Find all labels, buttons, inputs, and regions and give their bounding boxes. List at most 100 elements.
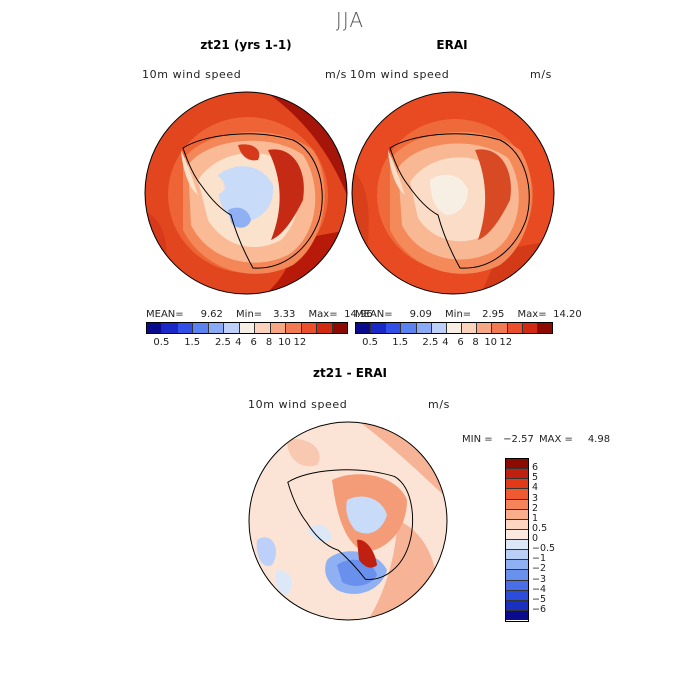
panel1-min-value: 3.33 xyxy=(273,309,296,320)
diff-colorbar-tick-label: 2 xyxy=(532,502,539,514)
colorbar-swatch xyxy=(536,323,553,333)
colorbar-tick-label: 10 xyxy=(278,337,291,348)
panel1-colorbar xyxy=(146,322,348,334)
diff-min-label: MIN = xyxy=(462,434,493,445)
diff-colorbar-tick-label: 1 xyxy=(532,512,539,524)
panel1-mean-label: MEAN= xyxy=(146,309,184,320)
diff-colorbar-tick-label: −5 xyxy=(532,593,547,605)
colorbar-swatch xyxy=(238,323,255,333)
diff-variable-label: 10m wind speed xyxy=(248,398,348,411)
diff-colorbar-tick-label: −0.5 xyxy=(532,543,556,555)
diff-colorbar-swatch xyxy=(506,559,528,570)
season-title: JJA xyxy=(335,8,365,32)
panel2-mean-label: MEAN= xyxy=(355,309,393,320)
diff-colorbar-swatch xyxy=(506,539,528,550)
panel2-variable-label: 10m wind speed xyxy=(350,68,450,81)
colorbar-swatch xyxy=(176,323,193,333)
diff-colorbar-swatch xyxy=(506,478,528,489)
colorbar-tick-label: 2.5 xyxy=(422,337,439,348)
colorbar-swatch xyxy=(415,323,431,333)
colorbar-tick-label: 4 xyxy=(442,337,449,348)
colorbar-swatch xyxy=(521,323,537,333)
diff-colorbar-swatch xyxy=(506,508,528,519)
diff-min-value: −2.57 xyxy=(503,434,534,445)
colorbar-swatch xyxy=(300,323,317,333)
diff-colorbar-swatch xyxy=(506,549,528,560)
colorbar-swatch xyxy=(385,323,401,333)
panel2-colorbar-ticks: 0.5 1.5 2.5 4 6 8 10 12 xyxy=(355,337,551,351)
colorbar-swatch xyxy=(147,323,162,333)
diff-colorbar-tick-label: 6 xyxy=(532,462,539,474)
colorbar-swatch xyxy=(476,323,492,333)
diff-max-label: MAX = xyxy=(539,434,573,445)
diff-colorbar-swatch xyxy=(506,599,528,610)
diff-map xyxy=(248,421,448,621)
diff-colorbar-tick-label: 0 xyxy=(532,533,539,544)
colorbar-swatch xyxy=(400,323,416,333)
diff-colorbar-tick-label: 5 xyxy=(532,472,539,484)
colorbar-swatch xyxy=(491,323,507,333)
panel2-min-value: 2.95 xyxy=(482,309,505,320)
colorbar-swatch xyxy=(223,323,239,333)
colorbar-swatch xyxy=(356,323,371,333)
panel1-units-label: m/s xyxy=(325,68,347,81)
diff-colorbar-tick-label: −6 xyxy=(532,603,547,615)
diff-colorbar-ticks: 6 5 4 3 2 1 0.5 0 −0.5 −1 −2 −3 −4 −5 −6 xyxy=(532,458,572,620)
diff-colorbar-swatch xyxy=(506,459,528,469)
panel1-max-value: 14.96 xyxy=(344,309,373,320)
colorbar-tick-label: 6 xyxy=(457,337,464,348)
diff-colorbar-swatch xyxy=(506,488,528,499)
colorbar-tick-label: 1.5 xyxy=(392,337,409,348)
diff-colorbar-tick-label: 0.5 xyxy=(532,522,548,534)
colorbar-tick-label: 4 xyxy=(235,337,242,348)
colorbar-tick-label: 1.5 xyxy=(184,337,201,348)
diff-colorbar-swatch xyxy=(506,569,528,580)
diff-colorbar-tick-label: −2 xyxy=(532,563,547,575)
colorbar-swatch xyxy=(269,323,286,333)
colorbar-swatch xyxy=(161,323,177,333)
diff-units-label: m/s xyxy=(428,398,450,411)
panel2-min-label: Min= xyxy=(445,309,472,320)
colorbar-swatch xyxy=(430,323,446,333)
colorbar-tick-label: 12 xyxy=(499,337,513,348)
diff-colorbar-swatch xyxy=(506,579,528,590)
colorbar-swatch xyxy=(370,323,386,333)
diff-colorbar-swatch xyxy=(506,589,528,600)
diff-max-value: 4.98 xyxy=(587,434,611,445)
panel1-max-label: Max= xyxy=(308,309,338,320)
panel2-mean-value: 9.09 xyxy=(409,309,432,320)
diff-colorbar-tick-label: 3 xyxy=(532,492,539,504)
panel2-colorbar xyxy=(355,322,553,334)
colorbar-swatch xyxy=(207,323,224,333)
diff-colorbar-swatch xyxy=(506,498,528,509)
colorbar-swatch xyxy=(331,323,348,333)
colorbar-swatch xyxy=(461,323,477,333)
colorbar-tick-label: 8 xyxy=(265,337,273,348)
colorbar-swatch xyxy=(192,323,208,333)
panel1-variable-label: 10m wind speed xyxy=(142,68,242,81)
diff-colorbar-tick-label: −3 xyxy=(532,573,547,585)
diff-title: zt21 - ERAI xyxy=(313,366,387,380)
diff-colorbar-tick-label: 4 xyxy=(532,482,539,494)
diff-colorbar-swatch xyxy=(506,609,528,620)
panel2-max-label: Max= xyxy=(517,309,547,320)
panel1-map xyxy=(144,91,348,295)
diff-colorbar-swatch xyxy=(506,528,528,539)
colorbar-swatch xyxy=(254,323,270,333)
panel2-units-label: m/s xyxy=(530,68,552,81)
diff-colorbar-swatch xyxy=(506,518,528,529)
panel2-map xyxy=(351,91,555,295)
colorbar-swatch xyxy=(316,323,332,333)
diff-colorbar-swatch xyxy=(506,468,528,479)
panel2-title: ERAI xyxy=(436,38,468,52)
colorbar-tick-label: 6 xyxy=(250,337,257,348)
colorbar-tick-label: 12 xyxy=(293,337,307,348)
diff-colorbar-tick-label: −4 xyxy=(532,583,547,595)
diff-colorbar xyxy=(505,458,529,622)
colorbar-tick-label: 0.5 xyxy=(153,337,170,348)
colorbar-swatch xyxy=(445,323,462,333)
colorbar-tick-label: 8 xyxy=(472,337,479,348)
colorbar-swatch xyxy=(506,323,522,333)
panel1-min-label: Min= xyxy=(236,309,263,320)
panel1-mean-value: 9.62 xyxy=(200,309,223,320)
